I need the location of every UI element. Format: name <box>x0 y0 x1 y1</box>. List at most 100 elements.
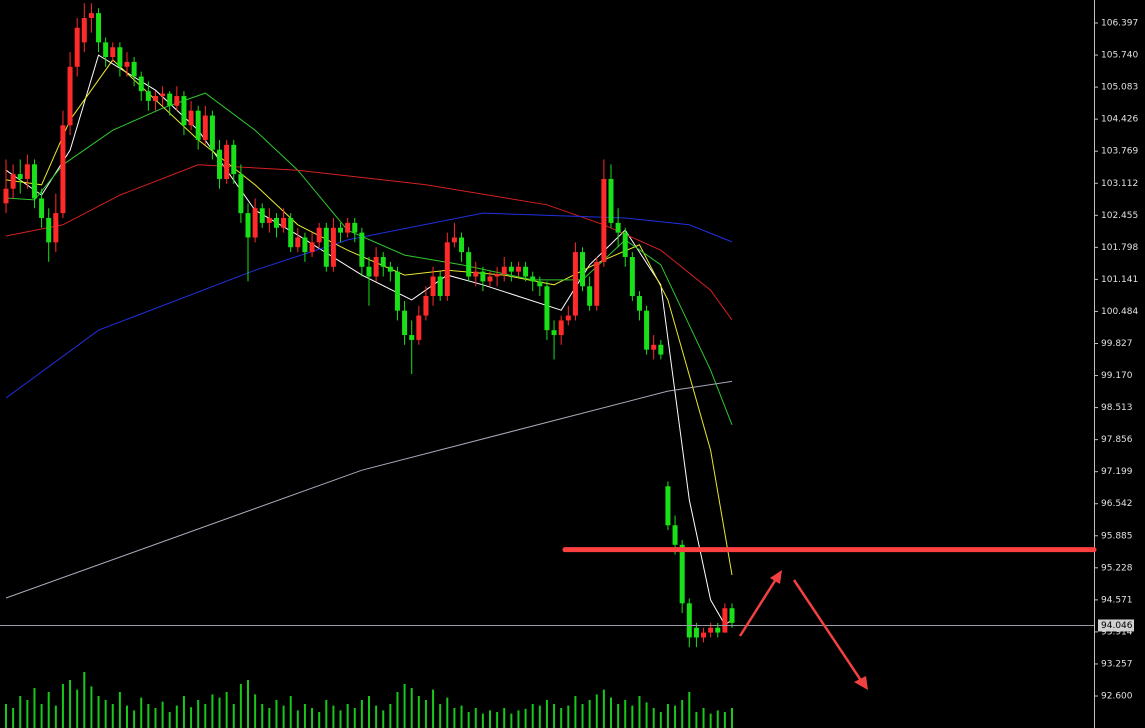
volume-bar <box>595 694 598 728</box>
volume-bar <box>90 686 93 728</box>
candle-body <box>252 208 258 238</box>
candle-body <box>330 227 336 267</box>
volume-bar <box>453 708 456 728</box>
volume-bar <box>389 704 392 728</box>
volume-bar <box>674 705 677 728</box>
candle-body <box>615 222 621 233</box>
volume-bar <box>545 700 548 728</box>
candle-body <box>508 266 514 272</box>
volume-bar <box>446 697 449 728</box>
y-tick-label: 104.426 <box>1101 115 1138 125</box>
candle-body <box>145 91 151 101</box>
candle-body <box>24 164 30 179</box>
moving-average <box>5 164 733 321</box>
arrowhead <box>854 676 868 690</box>
candle-body <box>715 627 721 633</box>
candle-body <box>437 276 443 297</box>
candle-body <box>202 115 208 140</box>
candle-body <box>430 276 436 297</box>
candle-body <box>501 266 507 275</box>
candle-body <box>466 252 472 277</box>
volume-bar <box>638 696 641 728</box>
volume-bar <box>218 697 221 728</box>
y-tick-label: 95.885 <box>1101 531 1133 541</box>
volume-bar <box>76 689 79 728</box>
volume-bar <box>268 708 271 728</box>
volume-bar <box>688 692 691 728</box>
volume-bar <box>289 696 292 728</box>
candle-body <box>416 315 422 340</box>
candle-body <box>67 66 73 126</box>
volume-bar <box>325 700 328 728</box>
candle-body <box>644 310 650 350</box>
candle-body <box>394 271 400 311</box>
candle-body <box>174 96 180 106</box>
candle-body <box>131 61 137 77</box>
candle-body <box>60 125 66 214</box>
candle-body <box>686 603 692 638</box>
volume-bar <box>481 713 484 728</box>
arrow-down <box>792 579 864 683</box>
volume-bar <box>503 708 506 728</box>
volume-bar <box>33 688 36 728</box>
volume-bar <box>19 696 22 728</box>
y-tick-label: 94.571 <box>1101 595 1133 605</box>
candle-body <box>587 286 593 306</box>
candle-body <box>88 13 94 18</box>
candle-body <box>480 271 486 282</box>
volume-bar <box>247 680 249 728</box>
volume-bar <box>716 710 719 728</box>
volume-bar <box>232 704 235 728</box>
volume-bar <box>126 705 128 728</box>
candle-body <box>295 237 301 248</box>
volume-bar <box>631 705 634 728</box>
volume-bar <box>588 700 591 728</box>
y-tick-label: 100.484 <box>1101 307 1138 317</box>
volume-bar <box>254 694 257 728</box>
candle-body <box>124 61 130 67</box>
candle-body <box>152 96 158 101</box>
candle-body <box>288 217 294 248</box>
candle-body <box>572 252 578 316</box>
volume-bar <box>61 684 64 728</box>
volume-bar <box>211 694 214 728</box>
candle-body <box>565 315 571 321</box>
moving-average <box>5 212 733 399</box>
y-tick-label: 92.600 <box>1101 692 1133 702</box>
candle-body <box>679 544 685 604</box>
moving-average <box>5 54 733 626</box>
candle-body <box>167 93 173 106</box>
volume-bar <box>133 710 136 728</box>
candle-body <box>494 274 500 277</box>
candle-body <box>636 296 642 311</box>
volume-bar <box>182 696 185 728</box>
volume-bar <box>474 708 477 728</box>
y-tick-label: 93.914 <box>1101 627 1133 637</box>
volume-bar <box>417 696 420 728</box>
volume-bar <box>239 684 242 728</box>
candle-body <box>323 227 329 267</box>
volume-bar <box>275 700 278 728</box>
candle-body <box>281 217 287 228</box>
volume-bar <box>190 707 193 728</box>
y-tick-label: 106.397 <box>1101 19 1138 29</box>
volume-bar <box>645 702 648 728</box>
volume-bar <box>47 692 50 728</box>
y-tick-label: 99.170 <box>1101 371 1133 381</box>
volume-bar <box>339 710 342 728</box>
candle-body <box>266 217 272 223</box>
volume-bar <box>12 708 15 728</box>
volume-bar <box>360 700 363 728</box>
volume-bar <box>602 689 605 728</box>
candle-body <box>530 276 536 282</box>
y-tick-label: 102.455 <box>1101 211 1138 221</box>
candle-body <box>629 257 635 297</box>
candle-body <box>708 627 714 633</box>
candle-body <box>658 344 664 355</box>
volume-bar <box>403 684 406 728</box>
last-price-label: 94.046 <box>1101 621 1133 631</box>
y-tick-label: 103.769 <box>1101 147 1138 157</box>
volume-bar <box>69 680 72 728</box>
candle-body <box>316 227 322 243</box>
